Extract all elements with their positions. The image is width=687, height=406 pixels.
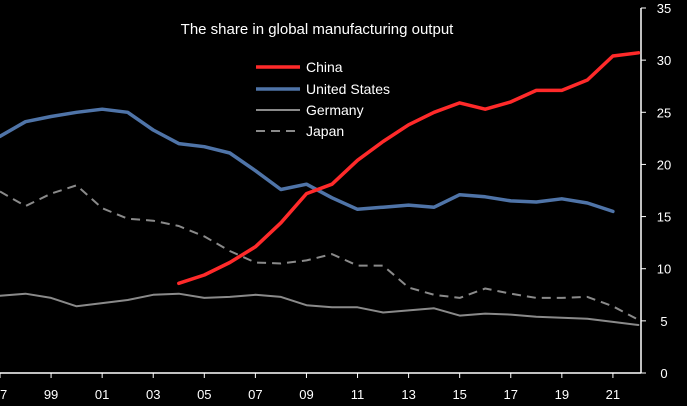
legend-label-germany: Germany <box>306 102 364 118</box>
y-tick-label: 15 <box>657 210 671 225</box>
y-tick-label: 30 <box>657 53 671 68</box>
x-tick-label: 97 <box>0 387 7 402</box>
series-line-japan <box>0 184 639 321</box>
x-tick-label: 03 <box>146 387 160 402</box>
series-line-united-states <box>0 107 615 214</box>
x-tick-label: 21 <box>606 387 620 402</box>
y-tick-label: 20 <box>657 157 671 172</box>
x-tick-label: 13 <box>401 387 415 402</box>
x-tick-label: 01 <box>95 387 109 402</box>
x-tick-label: 05 <box>197 387 211 402</box>
x-tick-label: 19 <box>555 387 569 402</box>
legend-label-united-states: United States <box>306 81 390 97</box>
legend: China United States Germany Japan <box>256 59 390 139</box>
legend-label-china: China <box>306 59 343 75</box>
series-layer <box>0 51 641 326</box>
series-line-china <box>177 51 641 286</box>
x-tick-label: 07 <box>248 387 262 402</box>
y-tick-label: 0 <box>660 366 667 381</box>
legend-label-japan: Japan <box>306 123 344 139</box>
y-tick-label: 25 <box>657 105 671 120</box>
x-tick-label: 11 <box>351 387 365 402</box>
y-tick-label: 5 <box>660 314 667 329</box>
x-tick-label: 09 <box>299 387 313 402</box>
x-tick-label: 99 <box>44 387 58 402</box>
series-line-germany <box>0 292 640 326</box>
axes: 0510152025303597990103050709111315171921 <box>0 1 671 402</box>
chart-title: The share in global manufacturing output <box>181 21 455 38</box>
y-tick-label: 35 <box>657 1 671 16</box>
x-tick-label: 17 <box>504 387 518 402</box>
y-tick-label: 10 <box>657 262 671 277</box>
x-tick-label: 15 <box>452 387 466 402</box>
